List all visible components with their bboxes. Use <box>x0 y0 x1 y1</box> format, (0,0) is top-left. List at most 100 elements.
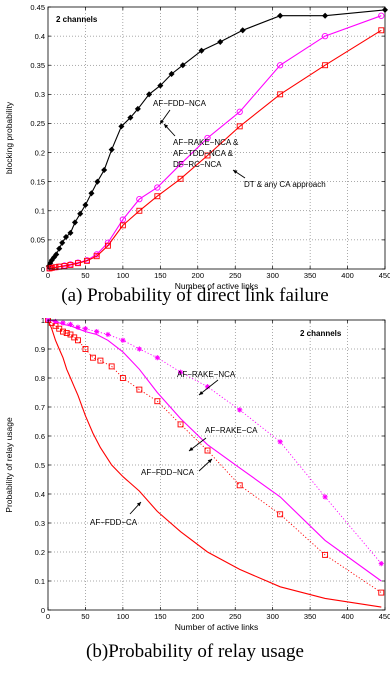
series-2 <box>47 319 382 582</box>
x-tick-label: 200 <box>192 612 205 621</box>
x-tick-label: 150 <box>154 612 167 621</box>
series-0 <box>45 6 389 270</box>
data-point <box>154 193 161 200</box>
annotation: AF−FDD−NCA <box>141 468 195 477</box>
x-tick-label: 0 <box>46 271 50 280</box>
annotation: DF−RC−NCA <box>173 160 222 169</box>
data-point <box>48 264 55 271</box>
series-line <box>49 29 382 269</box>
y-tick-label: 0.9 <box>35 345 45 354</box>
data-point <box>154 355 160 361</box>
data-point <box>82 346 89 352</box>
data-point <box>134 105 141 112</box>
data-point <box>127 114 134 121</box>
y-tick-label: 0.3 <box>35 90 45 99</box>
data-point <box>321 32 329 40</box>
data-point <box>277 439 283 445</box>
data-point <box>177 369 184 375</box>
data-point <box>322 62 329 69</box>
data-point <box>136 207 143 214</box>
y-tick-label: 0.8 <box>35 374 45 383</box>
data-point <box>52 264 59 271</box>
x-tick-label: 0 <box>46 612 50 621</box>
x-tick-label: 450 <box>379 271 390 280</box>
data-point <box>75 260 81 267</box>
arrow-head <box>189 446 194 451</box>
y-tick-label: 0.25 <box>30 119 45 128</box>
relay-usage-chart: 0 50 100 150 200 250 300 350 400 450 0 0.1 0.2 0.3 0.4… <box>4 318 390 632</box>
data-point <box>277 62 284 69</box>
series-line <box>47 319 382 593</box>
data-point <box>63 330 70 337</box>
chart-panel-b: 0 50 100 150 200 250 300 350 400 450 0 0.1 0.2 0.3 0.4… <box>0 318 390 681</box>
data-point <box>157 82 164 89</box>
annotation: DT & any CA approach <box>244 180 326 189</box>
data-point <box>119 375 126 381</box>
data-point <box>108 146 115 153</box>
data-point <box>378 561 384 567</box>
data-point <box>277 511 284 518</box>
data-point <box>236 482 243 489</box>
data-point <box>378 12 385 19</box>
y-tick-label: 0.45 <box>30 3 45 12</box>
x-tick-label: 200 <box>192 271 205 280</box>
y-tick-label: 0.7 <box>35 403 45 412</box>
y-tick-label: 0.5 <box>35 461 45 470</box>
y-tick-label: 0.3 <box>35 519 45 528</box>
data-point <box>322 12 329 19</box>
annotation: AF−TDD−NCA & <box>173 149 234 158</box>
data-point <box>239 27 246 34</box>
arrow-head <box>233 170 238 174</box>
y-tick-label: 0.2 <box>35 148 45 157</box>
series-3 <box>45 318 384 567</box>
data-point <box>204 447 211 454</box>
x-tick-label: 400 <box>341 612 354 621</box>
x-tick-label: 100 <box>117 612 130 621</box>
data-point <box>119 222 126 229</box>
data-point <box>217 38 224 45</box>
y-tick-label: 0 <box>41 606 45 615</box>
y-tick-label: 0 <box>41 265 45 274</box>
caption-a: (a) Probability of direct link failure <box>61 285 329 306</box>
data-point <box>67 261 74 268</box>
data-point <box>97 357 104 364</box>
data-point <box>154 398 161 405</box>
annotation: AF−FDD−NCA <box>153 99 207 108</box>
x-tick-label: 400 <box>341 271 354 280</box>
data-point <box>119 216 127 223</box>
data-point <box>89 354 96 361</box>
x-tick-label: 350 <box>304 271 317 280</box>
data-point <box>83 257 90 264</box>
data-point <box>177 161 184 168</box>
data-point <box>179 62 186 69</box>
arrow-head <box>207 459 212 464</box>
data-point <box>94 329 100 335</box>
data-point <box>177 421 184 428</box>
grid <box>48 320 385 610</box>
x-tick-label: 450 <box>379 612 390 621</box>
annotation: AF−FDD−CA <box>90 518 138 527</box>
data-point <box>378 589 385 596</box>
x-tick-label: 350 <box>304 612 317 621</box>
data-point <box>52 318 59 325</box>
data-point <box>88 190 95 197</box>
data-point <box>236 123 243 130</box>
x-tick-label: 250 <box>229 612 242 621</box>
series-0 <box>47 319 382 608</box>
y-tick-label: 0.4 <box>35 490 45 499</box>
x-tick-label: 50 <box>81 612 89 621</box>
x-tick-label: 150 <box>154 271 167 280</box>
series-line <box>47 319 382 582</box>
data-point <box>82 326 89 332</box>
annotation: 2 channels <box>300 329 342 338</box>
x-tick-label: 300 <box>266 612 279 621</box>
y-tick-label: 0.1 <box>35 577 45 586</box>
x-tick-label: 300 <box>266 271 279 280</box>
y-tick-label: 0.35 <box>30 61 45 70</box>
plot-frame <box>47 6 386 270</box>
y-tick-label: 0.15 <box>30 177 45 186</box>
annotation: AF−RAKE−CA <box>205 426 258 435</box>
data-point <box>204 384 211 390</box>
data-point <box>322 551 329 558</box>
data-point <box>322 494 328 500</box>
